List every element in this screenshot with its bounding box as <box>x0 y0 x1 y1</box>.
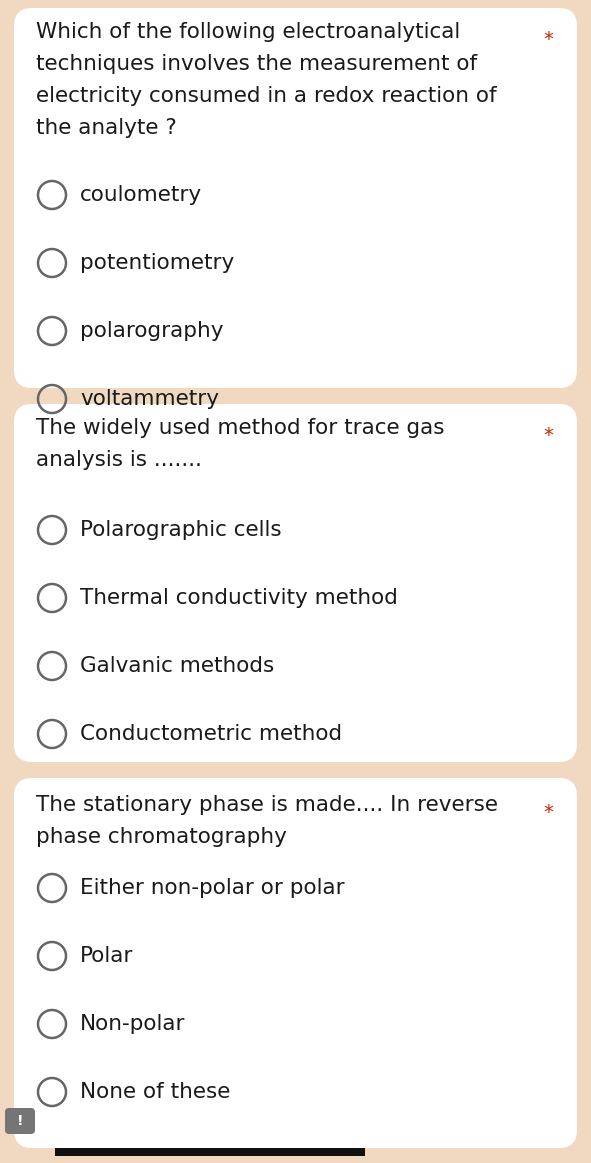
Text: None of these: None of these <box>80 1082 230 1103</box>
Text: The stationary phase is made.... In reverse: The stationary phase is made.... In reve… <box>36 795 498 815</box>
Text: Thermal conductivity method: Thermal conductivity method <box>80 588 398 608</box>
Text: The widely used method for trace gas: The widely used method for trace gas <box>36 418 444 438</box>
Text: *: * <box>543 426 553 445</box>
Bar <box>55 1148 365 1156</box>
Text: the analyte ?: the analyte ? <box>36 117 177 138</box>
FancyBboxPatch shape <box>5 1108 35 1134</box>
Text: Galvanic methods: Galvanic methods <box>80 656 274 676</box>
Text: Conductometric method: Conductometric method <box>80 725 342 744</box>
Text: Polar: Polar <box>80 946 134 966</box>
FancyBboxPatch shape <box>14 778 577 1148</box>
Text: voltammetry: voltammetry <box>80 388 219 409</box>
Text: Which of the following electroanalytical: Which of the following electroanalytical <box>36 22 460 42</box>
Text: electricity consumed in a redox reaction of: electricity consumed in a redox reaction… <box>36 86 496 106</box>
FancyBboxPatch shape <box>14 404 577 762</box>
FancyBboxPatch shape <box>14 8 577 388</box>
Text: Either non-polar or polar: Either non-polar or polar <box>80 878 345 898</box>
Text: potentiometry: potentiometry <box>80 254 234 273</box>
Text: *: * <box>543 30 553 49</box>
Text: !: ! <box>17 1114 23 1128</box>
Text: coulometry: coulometry <box>80 185 202 205</box>
Text: analysis is .......: analysis is ....... <box>36 450 202 470</box>
Text: techniques involves the measurement of: techniques involves the measurement of <box>36 53 477 74</box>
Text: polarography: polarography <box>80 321 223 341</box>
Text: Non-polar: Non-polar <box>80 1014 186 1034</box>
Text: *: * <box>543 802 553 822</box>
Text: Polarographic cells: Polarographic cells <box>80 520 282 540</box>
Text: phase chromatography: phase chromatography <box>36 827 287 847</box>
